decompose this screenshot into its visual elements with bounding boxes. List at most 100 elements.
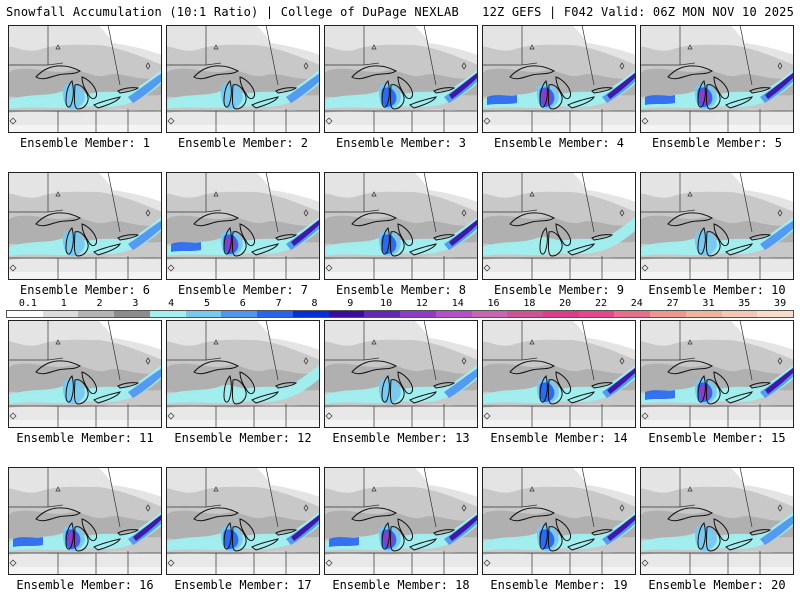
snowfall-map	[166, 172, 320, 280]
ensemble-member-map	[166, 172, 320, 280]
ensemble-member-map	[324, 172, 478, 280]
colorbar-cell	[292, 311, 329, 317]
colorbar-cell	[757, 311, 794, 317]
ensemble-member-caption: Ensemble Member: 10	[648, 283, 786, 297]
colorbar-cell	[221, 311, 258, 317]
colorbar-tick-label: 14	[451, 298, 464, 309]
snowfall-map	[8, 25, 162, 133]
ensemble-member-map	[640, 172, 794, 280]
snowfall-map	[482, 320, 636, 428]
colorbar-tick-label: 6	[239, 298, 246, 309]
ensemble-member-caption: Ensemble Member: 19	[490, 578, 628, 592]
ensemble-member-map	[8, 320, 162, 428]
ensemble-member-map	[166, 320, 320, 428]
colorbar-tick-label: 20	[559, 298, 572, 309]
ensemble-member-caption: Ensemble Member: 1	[19, 136, 151, 150]
colorbar-cell	[42, 311, 79, 317]
colorbar-tick-label: 2	[96, 298, 103, 309]
colorbar-tick-label: 1	[60, 298, 67, 309]
colorbar-cell	[185, 311, 222, 317]
ensemble-member-map	[482, 320, 636, 428]
snowfall-map	[166, 25, 320, 133]
ensemble-member-caption: Ensemble Member: 17	[174, 578, 312, 592]
ensemble-member-map	[640, 320, 794, 428]
snowfall-map	[482, 25, 636, 133]
colorbar-tick-label: 35	[738, 298, 751, 309]
colorbar-tick-label: 12	[415, 298, 428, 309]
ensemble-member-caption: Ensemble Member: 13	[332, 431, 470, 445]
ensemble-member-caption: Ensemble Member: 9	[493, 283, 625, 297]
ensemble-member-caption: Ensemble Member: 3	[335, 136, 467, 150]
colorbar-cell	[114, 311, 150, 317]
colorbar-tick-label: 8	[311, 298, 318, 309]
snowfall-map	[8, 467, 162, 575]
snowfall-map	[324, 320, 478, 428]
colorbar-tick-label: 10	[380, 298, 393, 309]
colorbar-tick-label: 9	[347, 298, 354, 309]
ensemble-member-map	[324, 320, 478, 428]
colorbar-cell	[78, 311, 115, 317]
ensemble-member-caption: Ensemble Member: 7	[177, 283, 309, 297]
snowfall-map	[640, 320, 794, 428]
colorbar-cell	[507, 311, 544, 317]
ensemble-member-caption: Ensemble Member: 2	[177, 136, 309, 150]
ensemble-member-caption: Ensemble Member: 15	[648, 431, 786, 445]
colorbar-cell	[471, 311, 508, 317]
colorbar-tick-label: 22	[594, 298, 608, 309]
snowfall-map	[324, 467, 478, 575]
colorbar-cell	[543, 311, 579, 317]
colorbar-cell	[721, 311, 758, 317]
ensemble-member-map	[166, 25, 320, 133]
colorbar-tick-label: 5	[203, 298, 211, 309]
ensemble-member-caption: Ensemble Member: 12	[174, 431, 312, 445]
snowfall-map	[640, 467, 794, 575]
colorbar-tick-label: 7	[275, 298, 282, 309]
snowfall-map	[8, 172, 162, 280]
ensemble-member-caption: Ensemble Member: 6	[19, 283, 151, 297]
snowfall-map	[8, 320, 162, 428]
colorbar-cell	[685, 311, 722, 317]
colorbar-legend: 0.1 1 2 3 4 5 6 7 8 9 10 12 14 16 18 20 22 24 27 31 35 39	[6, 298, 794, 320]
ensemble-member-map	[8, 25, 162, 133]
colorbar-cell	[328, 311, 365, 317]
ensemble-member-map	[8, 172, 162, 280]
ensemble-member-map	[482, 467, 636, 575]
colorbar-cell	[614, 311, 651, 317]
ensemble-member-caption: Ensemble Member: 20	[648, 578, 786, 592]
snowfall-map	[640, 172, 794, 280]
colorbar-cell	[435, 311, 472, 317]
colorbar-tick-label: 18	[523, 298, 536, 309]
snowfall-map	[166, 320, 320, 428]
ensemble-member-caption: Ensemble Member: 4	[493, 136, 625, 150]
colorbar-cell	[364, 311, 401, 317]
snowfall-map	[324, 172, 478, 280]
snowfall-map	[324, 25, 478, 133]
ensemble-member-caption: Ensemble Member: 5	[651, 136, 783, 150]
colorbar-cell	[578, 311, 615, 317]
colorbar-tick-label: 0.1	[18, 298, 37, 309]
ensemble-member-caption: Ensemble Member: 8	[335, 283, 467, 297]
snowfall-map	[482, 467, 636, 575]
colorbar-tick-label: 39	[774, 298, 787, 309]
map-title: Snowfall Accumulation (10:1 Ratio) | Col…	[6, 5, 459, 19]
ensemble-member-map	[482, 25, 636, 133]
colorbar-strip	[6, 310, 794, 318]
ensemble-member-map	[166, 467, 320, 575]
colorbar-tick-label: 3	[132, 298, 139, 309]
colorbar-tick-label: 27	[666, 298, 679, 309]
ensemble-member-caption: Ensemble Member: 16	[16, 578, 154, 592]
colorbar-cell	[650, 311, 686, 317]
ensemble-member-map	[324, 25, 478, 133]
colorbar-cell	[257, 311, 293, 317]
colorbar-tick-label: 31	[702, 298, 715, 309]
ensemble-member-map	[640, 25, 794, 133]
snowfall-map	[166, 467, 320, 575]
ensemble-member-caption: Ensemble Member: 18	[332, 578, 470, 592]
ensemble-member-caption: Ensemble Member: 14	[490, 431, 628, 445]
colorbar-cell	[400, 311, 436, 317]
colorbar-tick-label: 16	[487, 298, 500, 309]
snowfall-map	[482, 172, 636, 280]
snowfall-map	[640, 25, 794, 133]
ensemble-member-map	[640, 467, 794, 575]
